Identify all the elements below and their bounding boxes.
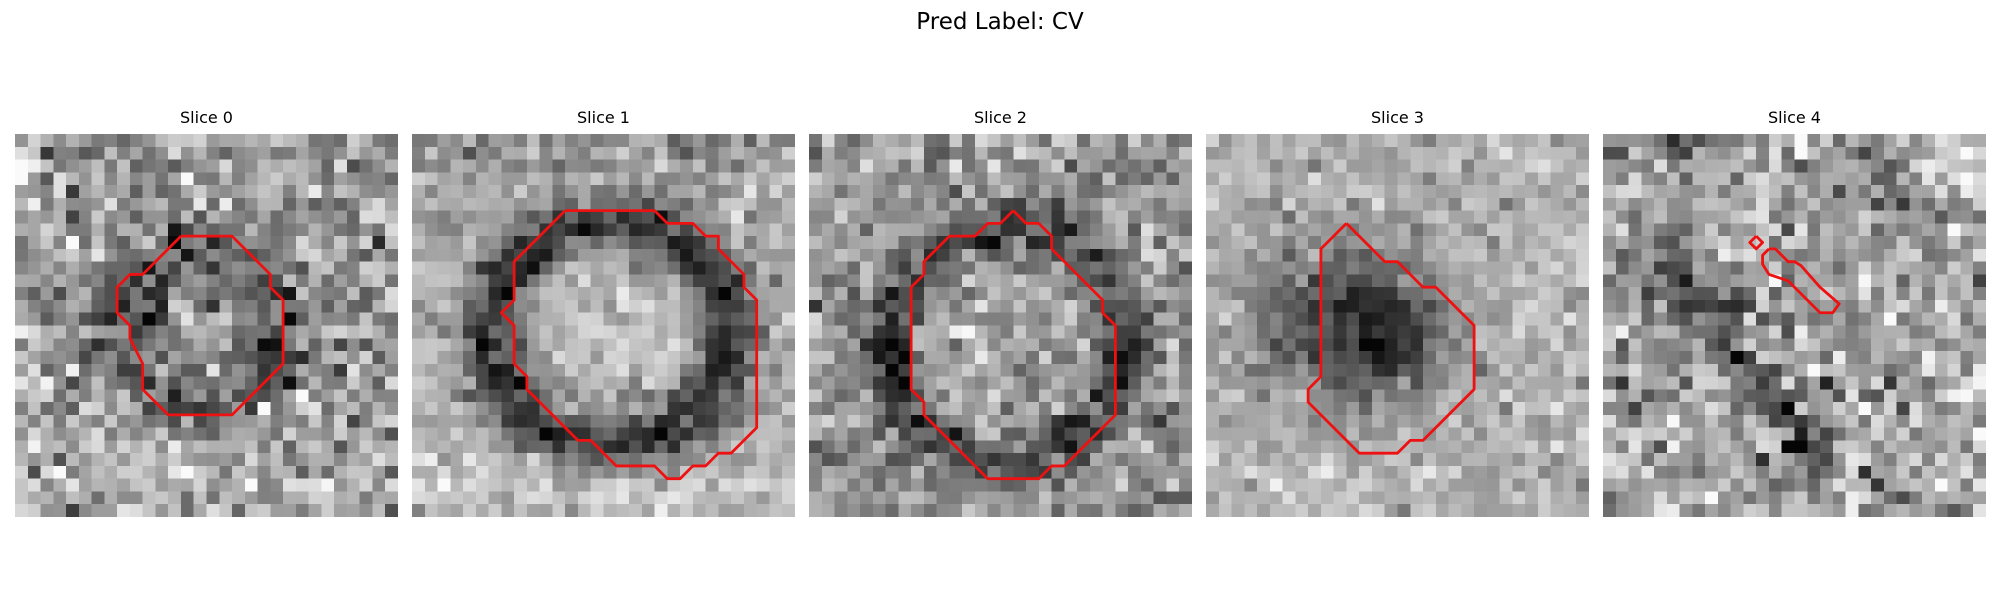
- panel-title: Slice 2: [974, 108, 1027, 127]
- pixel-grid: [809, 134, 1192, 517]
- segmentation-contour: [1748, 235, 1764, 251]
- segmentation-contour: [1761, 247, 1841, 315]
- segmentation-contour: [499, 209, 759, 481]
- slice-image: [809, 134, 1192, 517]
- panel-title: Slice 3: [1371, 108, 1424, 127]
- segmentation-contour: [115, 234, 285, 417]
- segmentation-contour: [1306, 222, 1476, 455]
- pixel-grid: [15, 134, 398, 517]
- slice-image: [412, 134, 795, 517]
- slice-image: [15, 134, 398, 517]
- panel-title: Slice 0: [180, 108, 233, 127]
- slice-image: [1206, 134, 1589, 517]
- pixel-grid: [1603, 134, 1986, 517]
- panel-title: Slice 1: [577, 108, 630, 127]
- segmentation-contour: [909, 209, 1117, 481]
- figure-title: Pred Label: CV: [916, 9, 1084, 35]
- panel-title: Slice 4: [1768, 108, 1821, 127]
- pixel-grid: [1206, 134, 1589, 517]
- slice-image: [1603, 134, 1986, 517]
- pixel-grid: [412, 134, 795, 517]
